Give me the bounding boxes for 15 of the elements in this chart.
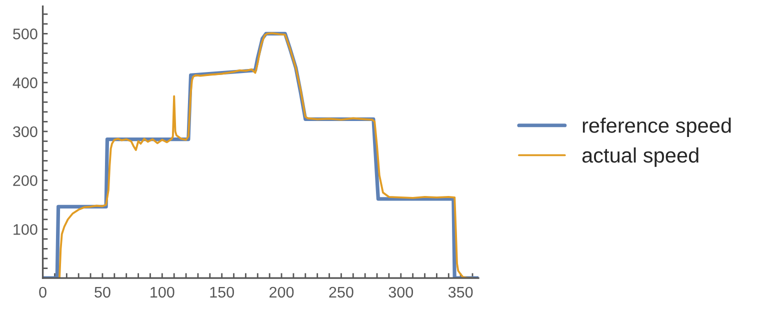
x-tick-label: 350 bbox=[448, 286, 473, 298]
y-tick-label: 300 bbox=[13, 126, 38, 138]
x-tick-label: 150 bbox=[210, 286, 234, 298]
legend-label: reference speed bbox=[582, 118, 731, 137]
y-tick-label: 100 bbox=[14, 224, 38, 235]
x-tick-label: 300 bbox=[388, 286, 414, 298]
y-tick-label: 200 bbox=[13, 175, 38, 186]
legend-label: actual speed bbox=[582, 147, 698, 167]
x-tick-label: 0 bbox=[39, 286, 46, 298]
x-tick-label: 50 bbox=[94, 286, 110, 298]
y-tick-label: 400 bbox=[12, 77, 38, 88]
y-tick-label: 500 bbox=[13, 28, 38, 40]
x-tick-label: 200 bbox=[270, 286, 294, 298]
x-tick-label: 250 bbox=[329, 286, 354, 298]
x-tick-label: 100 bbox=[150, 286, 174, 298]
